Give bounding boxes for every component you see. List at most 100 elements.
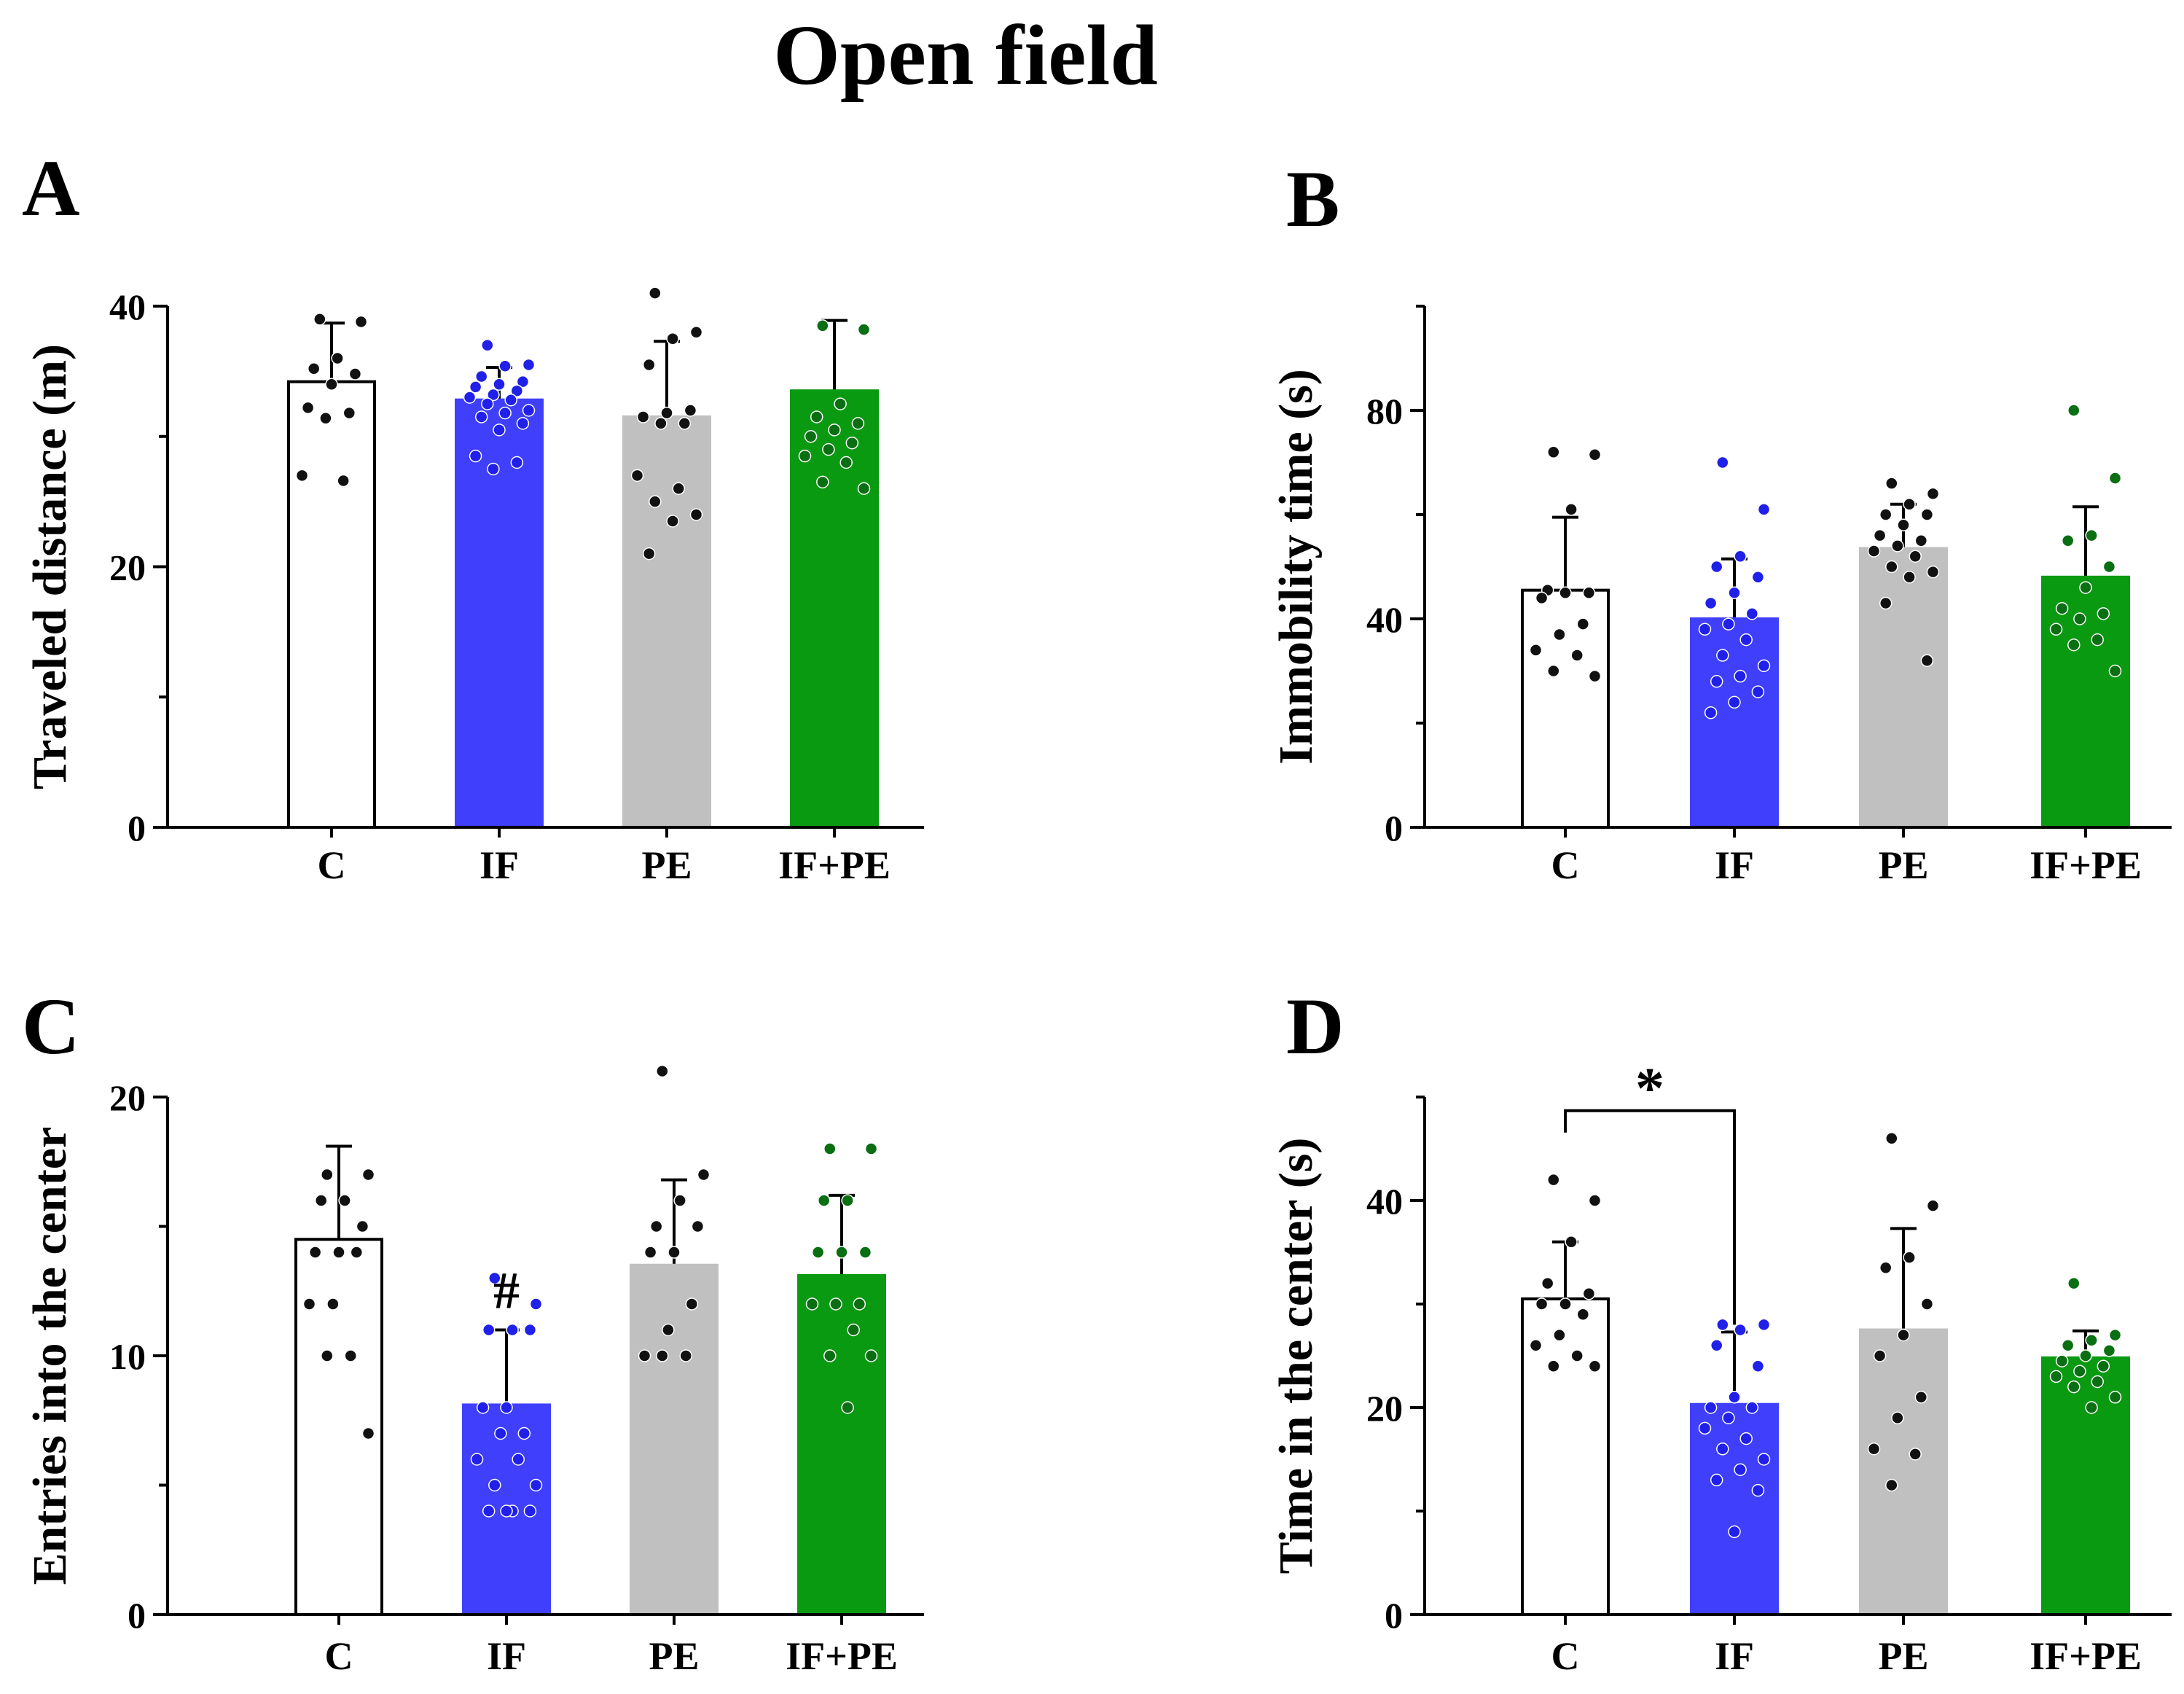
bar-if-pe	[2041, 575, 2130, 829]
data-point	[1879, 1261, 1893, 1275]
data-point	[506, 1323, 519, 1337]
data-point	[331, 351, 344, 365]
data-point	[522, 358, 536, 372]
data-point	[2097, 607, 2110, 620]
data-point	[1885, 560, 1898, 574]
data-point	[1739, 1432, 1753, 1445]
data-point	[1716, 649, 1729, 662]
data-point	[691, 1219, 705, 1233]
data-point	[864, 1349, 878, 1362]
panel-a: A Traveled distance (m) C IF PE IF+PE 0 20 40	[22, 144, 924, 887]
data-point	[853, 1297, 866, 1311]
data-point	[649, 495, 662, 508]
data-point	[689, 326, 703, 339]
data-point	[1588, 1194, 1602, 1207]
data-point	[805, 1297, 819, 1311]
data-point	[1541, 1276, 1554, 1290]
data-point	[476, 1401, 490, 1414]
data-point	[1891, 539, 1904, 553]
data-point	[1704, 1401, 1718, 1414]
data-point	[1909, 550, 1922, 563]
y-tick-label: 40	[1366, 1181, 1403, 1222]
data-point	[488, 1271, 501, 1285]
data-point	[1710, 1339, 1723, 1352]
y-tick-label: 10	[109, 1336, 146, 1377]
data-point	[816, 475, 829, 489]
bar-c	[287, 380, 376, 829]
data-point	[494, 1426, 507, 1440]
data-point	[1716, 1443, 1729, 1456]
x-tick-label: IF+PE	[778, 843, 891, 887]
data-point	[2073, 612, 2086, 625]
x-tick-label: IF	[487, 1634, 526, 1678]
data-point	[835, 1246, 848, 1259]
data-point	[1728, 695, 1741, 709]
data-point	[2061, 1339, 2075, 1352]
significance-hash: #	[493, 1262, 520, 1320]
x-tick-label: PE	[641, 843, 692, 887]
bar-if-pe	[797, 1273, 886, 1616]
x-tick-label: IF+PE	[2030, 1634, 2142, 1678]
data-point	[332, 1246, 345, 1259]
data-point	[308, 1246, 322, 1259]
data-point	[482, 1323, 496, 1337]
data-point	[1920, 1297, 1934, 1311]
data-point	[1547, 664, 1560, 678]
data-point	[684, 404, 697, 417]
data-point	[2055, 601, 2069, 615]
panel-b: B Immobility time (s) C IF PE IF+PE 0 40 80	[1269, 155, 2172, 887]
data-point	[481, 338, 494, 352]
data-point	[1903, 497, 1916, 511]
bar-if	[455, 398, 544, 829]
bar-if	[1690, 1402, 1779, 1616]
panel-letter: D	[1286, 982, 1344, 1071]
data-point	[338, 1194, 351, 1207]
y-tick-label: 0	[128, 808, 146, 848]
data-point	[1879, 508, 1893, 521]
data-point	[1698, 1421, 1712, 1435]
data-point	[2085, 1401, 2098, 1414]
data-point	[841, 1401, 854, 1414]
data-point	[2067, 404, 2081, 417]
data-point	[804, 430, 818, 443]
y-axis-label: Traveled distance (m)	[23, 344, 77, 789]
data-point	[1920, 508, 1934, 521]
data-point	[1903, 571, 1916, 584]
bar-if	[1690, 617, 1779, 829]
data-point	[517, 1426, 531, 1440]
data-point	[810, 410, 823, 424]
data-point	[672, 482, 685, 495]
data-point	[2108, 664, 2122, 678]
data-point	[1722, 617, 1735, 631]
data-point	[516, 417, 530, 430]
y-tick-label: 20	[109, 547, 146, 588]
data-point	[319, 411, 332, 425]
data-point	[295, 469, 309, 483]
x-tick-label: PE	[1878, 1634, 1928, 1678]
data-point	[512, 1453, 525, 1466]
data-point	[313, 313, 326, 326]
data-point	[1739, 633, 1753, 647]
data-point	[1716, 456, 1729, 469]
data-point	[481, 397, 494, 410]
data-point	[630, 469, 644, 483]
data-point	[1873, 528, 1887, 542]
data-point	[636, 410, 650, 424]
panel-letter: C	[22, 982, 79, 1071]
data-point	[1920, 654, 1934, 667]
y-tick-label: 0	[1385, 808, 1403, 848]
panel-c: C Entries into the center C IF PE IF+PE 0 10 20 #	[22, 982, 924, 1678]
data-point	[823, 1142, 837, 1155]
data-point	[1547, 1359, 1560, 1373]
data-point	[2091, 1375, 2104, 1389]
data-point	[498, 359, 512, 372]
data-point	[1716, 1318, 1729, 1332]
data-point	[1570, 649, 1584, 662]
data-point	[522, 404, 536, 417]
data-point	[642, 358, 656, 372]
bar-if-pe	[790, 389, 879, 829]
data-point	[343, 406, 356, 420]
x-tick-label: PE	[649, 1634, 699, 1678]
data-point	[1588, 1359, 1602, 1373]
